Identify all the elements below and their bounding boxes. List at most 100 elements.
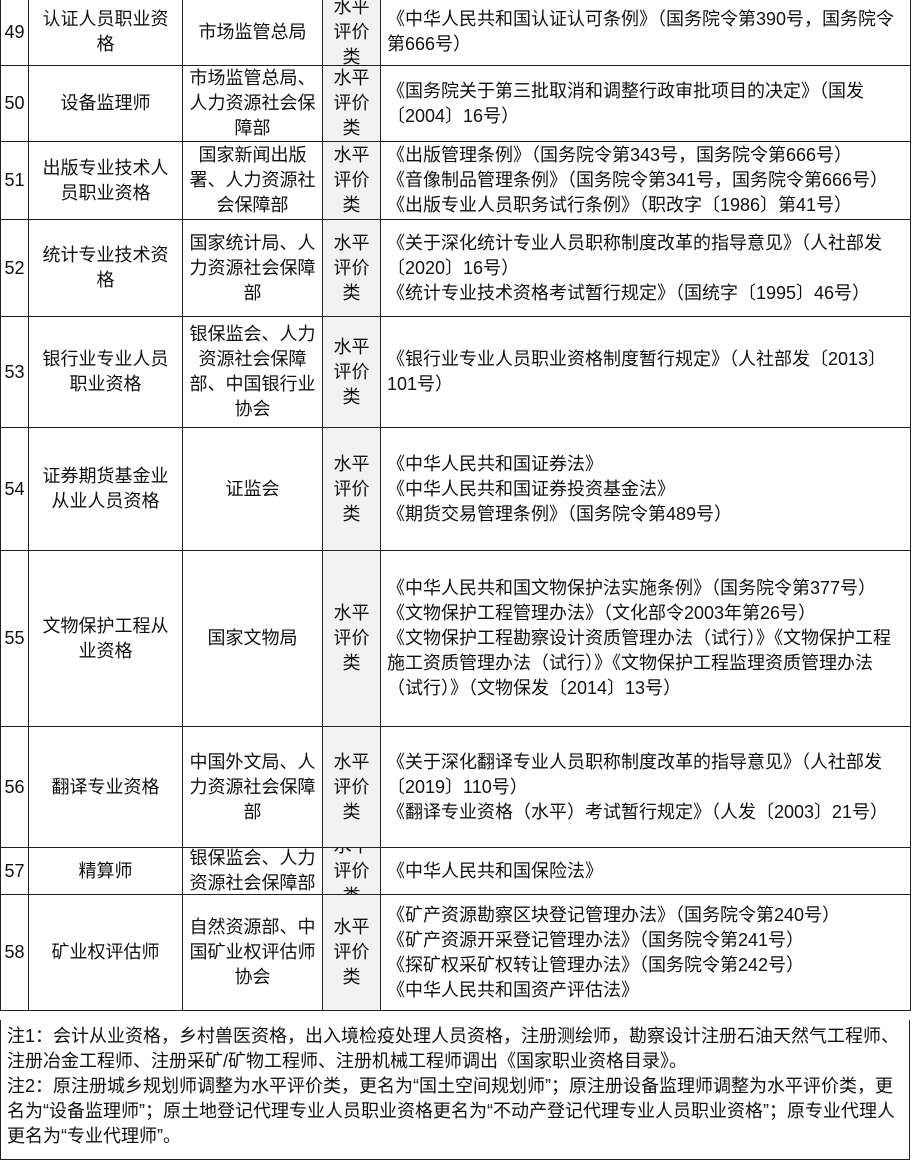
department-cell: 市场监管总局 [182,0,323,66]
qualification-type-cell: 水平评价类 [322,0,381,66]
legal-basis-cell: 《矿产资源勘察区块登记管理办法》（国务院令第240号） 《矿产资源开采登记管理办法… [380,894,911,1011]
legal-basis: 《期货交易管理条例》（国务院令第489号） [387,503,733,524]
department: 市场监管总局、人力资源社会保障部 [189,68,316,138]
department: 中国外文局、人力资源社会保障部 [189,751,316,822]
legal-basis: 《关于深化统计专业人员职称制度改革的指导意见》（人社部发〔2020〕16号） [387,232,882,278]
qualification-name-cell: 认证人员职业资格 [28,0,183,66]
department: 自然资源部、中国矿业权评估师协会 [189,917,316,987]
table-row: 54 证券期货基金业从业人员资格 证监会 水平评价类 《中华人民共和国证券法》《中华人民… [0,427,911,551]
row-number-cell: 52 [0,219,29,317]
row-number: 51 [4,170,25,190]
legal-basis: 《文物保护工程勘察设计资质管理办法（试行）》《文物保护工程施工资质管理办法（试行… [387,628,891,698]
department-cell: 国家统计局、人力资源社会保障部 [182,219,323,317]
legal-basis: 《国务院关于第三批取消和调整行政审批项目的决定》（国发〔2004〕16号） [387,80,864,126]
legal-basis: 《中华人民共和国文物保护法实施条例》（国务院令第377号） [387,578,877,598]
legal-basis: 《中华人民共和国证券投资基金法》 [387,478,675,499]
row-number-cell: 58 [0,894,29,1011]
legal-basis-cell: 《国务院关于第三批取消和调整行政审批项目的决定》（国发〔2004〕16号） [380,65,911,142]
qualification-type-cell: 水平评价类 [322,219,381,317]
row-number: 57 [4,860,25,881]
row-number: 50 [4,93,25,113]
legal-basis: 《关于深化翻译专业人员职称制度改革的指导意见》（人社部发〔2019〕110号） [387,751,882,797]
note-2: 注2：原注册城乡规划师调整为水平评价类，更名为“国土空间规划师”；原注册设备监理… [7,1076,895,1146]
qualification-table: 49 认证人员职业资格 市场监管总局 水平评价类 《中华人民共和国认证认可条例》（国务院… [0,0,911,1011]
qualification-type-cell: 水平评价类 [322,847,381,895]
row-number: 55 [4,628,25,648]
row-number-cell: 50 [0,65,29,142]
legal-basis: 《翻译专业资格（水平）考试暂行规定》（人发〔2003〕21号） [387,801,889,822]
table-row: 56 翻译专业资格 中国外文局、人力资源社会保障部 水平评价类 《关于深化翻译专业人员职… [0,726,911,848]
legal-basis: 《统计专业技术资格考试暂行规定》（国统字〔1995〕46号） [387,282,871,303]
legal-basis: 《文物保护工程管理办法》（文化部令2003年第26号） [387,603,817,623]
qualification-name: 统计专业技术资格 [42,245,169,290]
qualification-name: 认证人员职业资格 [42,9,169,54]
table-row: 51 出版专业技术人员职业资格 国家新闻出版署、人力资源社会保障部 水平评价类 《出版管… [0,141,911,220]
legal-basis-cell: 《中华人民共和国文物保护法实施条例》（国务院令第377号） 《文物保护工程管理办法… [380,550,911,727]
department: 国家文物局 [207,628,298,648]
table-notes: 注1：会计从业资格，乡村兽医资格，出入境检疫处理人员资格，注册测绘师，勘察设计注… [0,1020,910,1160]
qualification-name-cell: 银行业专业人员职业资格 [28,316,183,428]
legal-basis-cell: 《中华人民共和国保险法》 [380,847,911,895]
qualification-name-cell: 证券期货基金业从业人员资格 [28,427,183,551]
row-number-cell: 54 [0,427,29,551]
row-number: 54 [4,478,25,499]
department-cell: 市场监管总局、人力资源社会保障部 [182,65,323,142]
legal-basis: 《中华人民共和国证券法》 [387,453,603,474]
department-cell: 国家新闻出版署、人力资源社会保障部 [182,141,323,220]
qualification-type-cell: 水平评价类 [322,894,381,1011]
legal-basis-cell: 《关于深化统计专业人员职称制度改革的指导意见》（人社部发〔2020〕16号） 《统… [380,219,911,317]
qualification-name: 精算师 [78,860,133,881]
row-number: 58 [4,942,25,962]
qualification-type: 水平评价类 [333,0,370,65]
row-number-cell: 55 [0,550,29,727]
table-row: 49 认证人员职业资格 市场监管总局 水平评价类 《中华人民共和国认证认可条例》（国务院… [0,0,911,66]
qualification-type-cell: 水平评价类 [322,316,381,428]
legal-basis: 《出版专业人员职务试行条例》（职改字〔1986〕第41号） [387,195,853,215]
legal-basis: 《中华人民共和国认证认可条例》（国务院令第390号，国务院令第666号） [387,9,895,54]
legal-basis-cell: 《银行业专业人员职业资格制度暂行规定》（人社部发〔2013〕101号） [380,316,911,428]
qualification-type: 水平评价类 [333,145,370,215]
row-number-cell: 56 [0,726,29,848]
legal-basis-cell: 《中华人民共和国认证认可条例》（国务院令第390号，国务院令第666号） [380,0,911,66]
qualification-type: 水平评价类 [333,68,370,138]
department-cell: 证监会 [182,427,323,551]
legal-basis: 《出版管理条例》（国务院令第343号，国务院令第666号） [387,145,853,165]
department: 国家统计局、人力资源社会保障部 [189,232,316,303]
department-cell: 国家文物局 [182,550,323,727]
qualification-type: 水平评价类 [333,453,370,524]
row-number-cell: 51 [0,141,29,220]
qualification-type-cell: 水平评价类 [322,65,381,142]
row-number-cell: 53 [0,316,29,428]
department-cell: 自然资源部、中国矿业权评估师协会 [182,894,323,1011]
department-cell: 银保监会、人力资源社会保障部、中国银行业协会 [182,316,323,428]
qualification-type: 水平评价类 [333,751,370,822]
legal-basis: 《中华人民共和国保险法》 [387,860,603,881]
qualification-name-cell: 精算师 [28,847,183,895]
legal-basis: 《矿产资源勘察区块登记管理办法》（国务院令第240号） [387,904,841,925]
qualification-type-cell: 水平评价类 [322,550,381,727]
legal-basis: 《探矿权采矿权转让管理办法》（国务院令第242号） [387,954,805,975]
qualification-name: 证券期货基金业从业人员资格 [42,466,169,511]
department-cell: 中国外文局、人力资源社会保障部 [182,726,323,848]
legal-basis: 《银行业专业人员职业资格制度暂行规定》（人社部发〔2013〕101号） [387,349,887,394]
qualification-type: 水平评价类 [333,848,370,894]
row-number: 49 [4,21,25,42]
qualification-name-cell: 矿业权评估师 [28,894,183,1011]
qualification-type: 水平评价类 [333,232,370,303]
qualification-type: 水平评价类 [333,336,370,407]
qualification-name-cell: 文物保护工程从业资格 [28,550,183,727]
qualification-name: 矿业权评估师 [51,942,160,962]
table-row: 53 银行业专业人员职业资格 银保监会、人力资源社会保障部、中国银行业协会 水平评价类… [0,316,911,428]
legal-basis: 《音像制品管理条例》（国务院令第341号，国务院令第666号） [387,170,889,190]
qualification-name: 设备监理师 [60,93,151,113]
row-number: 56 [4,776,25,797]
table-row: 58 矿业权评估师 自然资源部、中国矿业权评估师协会 水平评价类 《矿产资源勘察区块登记… [0,894,911,1011]
legal-basis-cell: 《关于深化翻译专业人员职称制度改革的指导意见》（人社部发〔2019〕110号） 《… [380,726,911,848]
row-number-cell: 57 [0,847,29,895]
qualification-name-cell: 翻译专业资格 [28,726,183,848]
qualification-type-cell: 水平评价类 [322,427,381,551]
department: 国家新闻出版署、人力资源社会保障部 [189,145,316,215]
department: 银保监会、人力资源社会保障部、中国银行业协会 [189,324,316,419]
